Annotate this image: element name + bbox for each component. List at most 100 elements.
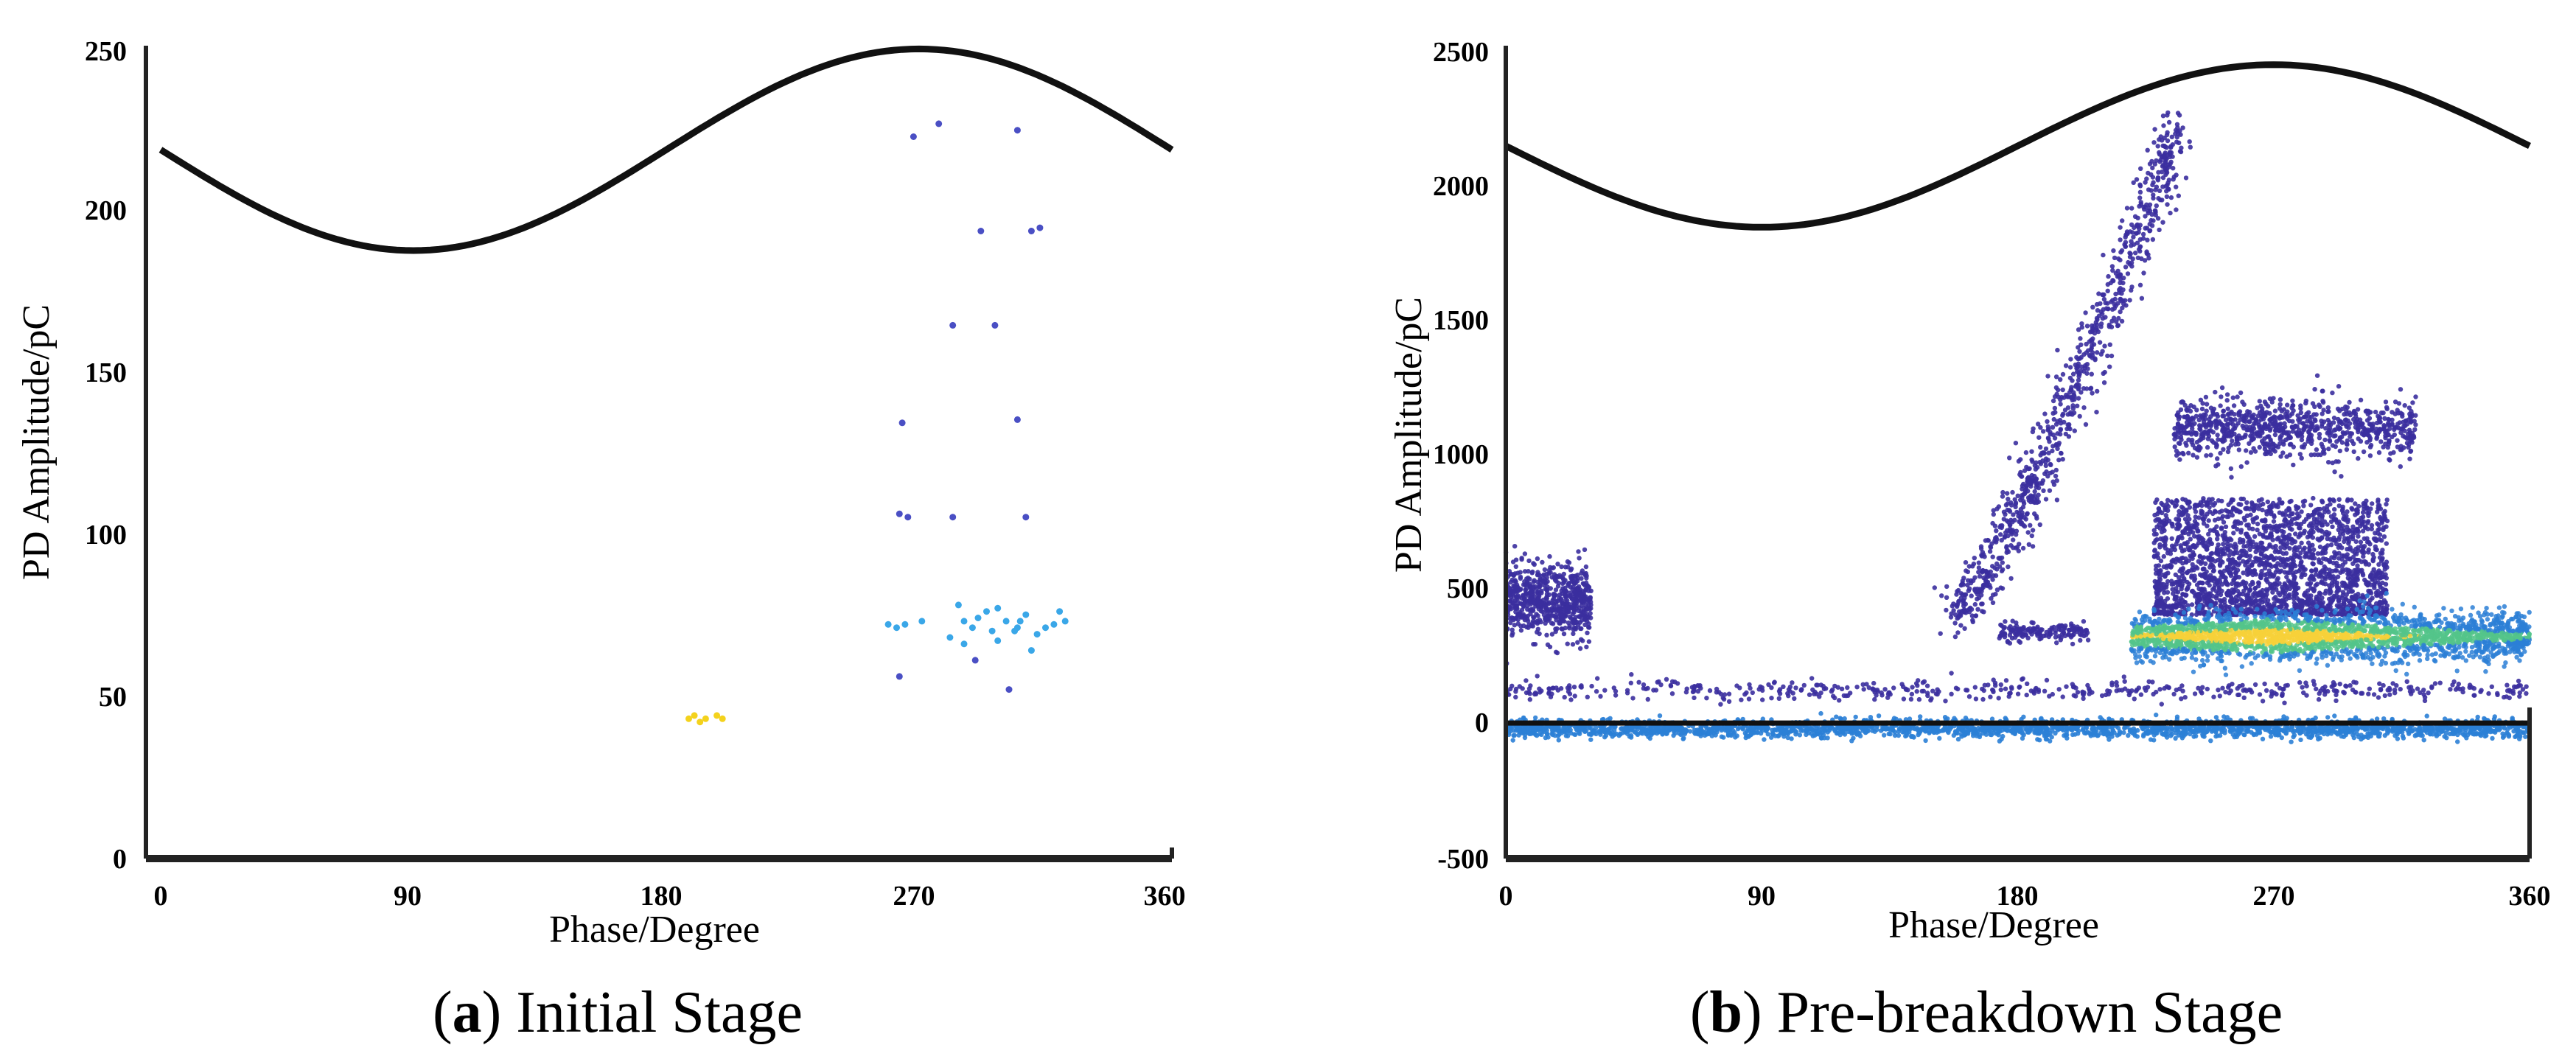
data-point — [1542, 567, 1548, 573]
data-point — [2297, 525, 2303, 531]
data-point — [2262, 421, 2268, 427]
data-point — [2164, 502, 2169, 507]
x-tick-label: 0 — [154, 881, 168, 912]
data-point — [2275, 576, 2280, 581]
x-tick-label: 270 — [893, 881, 935, 912]
data-point — [1997, 556, 2003, 562]
data-point — [2398, 387, 2404, 392]
data-point — [2305, 588, 2311, 593]
data-point — [2336, 384, 2342, 389]
data-point — [2024, 511, 2030, 517]
data-point — [2127, 254, 2133, 259]
data-point — [2362, 536, 2367, 542]
data-point — [2302, 528, 2307, 534]
data-point — [2355, 575, 2360, 581]
data-point — [994, 604, 1002, 612]
data-point — [2052, 436, 2058, 441]
data-point — [2215, 581, 2220, 586]
data-point — [2036, 435, 2042, 440]
data-point — [2101, 380, 2107, 385]
data-point — [2337, 448, 2342, 454]
data-point — [1566, 620, 1571, 626]
data-point — [2346, 598, 2351, 604]
data-point — [1583, 564, 1589, 570]
data-point — [2193, 413, 2199, 419]
data-point — [2147, 202, 2153, 207]
data-point — [2265, 434, 2270, 439]
data-point — [983, 608, 990, 615]
data-point — [2252, 570, 2258, 576]
data-point — [2020, 545, 2026, 551]
data-point — [2030, 528, 2036, 533]
data-point — [2143, 226, 2148, 231]
data-point — [1013, 416, 1021, 423]
data-point — [2157, 188, 2163, 193]
data-point — [2047, 488, 2053, 493]
data-point — [1960, 581, 1965, 586]
data-point — [1571, 581, 1577, 587]
data-point — [1531, 642, 1536, 647]
data-point — [2023, 450, 2029, 455]
data-point — [2198, 397, 2204, 402]
data-point — [2322, 591, 2328, 596]
data-point — [2081, 405, 2087, 410]
data-point — [2185, 430, 2191, 436]
data-point — [2385, 444, 2390, 450]
data-point — [2011, 537, 2016, 542]
data-point — [2273, 415, 2278, 420]
data-point — [2315, 596, 2320, 601]
data-point — [2004, 550, 2009, 555]
data-point — [2342, 553, 2347, 559]
data-point — [2216, 516, 2221, 522]
data-point — [2252, 431, 2258, 436]
data-point — [2017, 638, 2022, 644]
data-point — [1570, 642, 1576, 647]
data-point — [2078, 354, 2084, 360]
data-point — [2336, 595, 2342, 600]
data-point — [1546, 601, 1551, 607]
data-point — [2199, 511, 2204, 516]
data-point — [2291, 408, 2296, 413]
data-point — [977, 228, 985, 234]
data-point — [2211, 568, 2216, 573]
data-point — [1580, 609, 1585, 615]
data-point — [1507, 569, 1512, 574]
data-point — [1512, 623, 1517, 628]
data-point — [1999, 568, 2005, 574]
data-point — [2162, 135, 2167, 141]
data-point — [2314, 424, 2320, 429]
data-point — [2014, 509, 2020, 515]
data-point — [2206, 531, 2211, 537]
data-point — [2331, 537, 2336, 543]
data-point — [2024, 464, 2029, 470]
data-point — [2069, 395, 2074, 401]
data-point — [2272, 601, 2277, 607]
y-tick-label: 100 — [85, 520, 127, 551]
data-point — [960, 640, 968, 648]
data-point — [1549, 608, 1555, 614]
data-point — [2363, 559, 2368, 565]
data-point — [2046, 436, 2051, 441]
data-point — [2163, 513, 2168, 518]
data-point — [2153, 518, 2158, 523]
data-point — [2178, 595, 2183, 601]
data-point — [2364, 579, 2369, 584]
data-point — [2347, 528, 2352, 534]
data-point — [1545, 579, 1550, 584]
data-point — [2314, 447, 2320, 452]
data-point — [1558, 598, 1563, 603]
data-point — [1547, 616, 1552, 621]
data-point — [2282, 518, 2287, 523]
data-point — [2376, 562, 2381, 567]
y-tick-label: 250 — [85, 36, 127, 67]
data-point — [1544, 632, 1549, 637]
data-point — [1578, 595, 1583, 601]
data-point — [2311, 529, 2316, 534]
data-point — [2110, 268, 2115, 273]
data-point — [2167, 154, 2173, 160]
data-point — [2265, 579, 2270, 584]
data-point — [910, 133, 917, 140]
data-point — [2327, 438, 2332, 443]
data-point — [2216, 585, 2221, 590]
data-point — [2383, 399, 2389, 405]
